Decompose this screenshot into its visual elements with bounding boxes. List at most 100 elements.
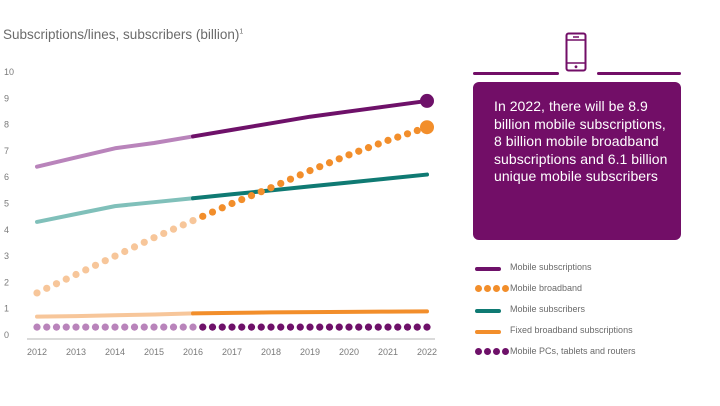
- series-dot-mobile-broadband: [62, 275, 70, 283]
- series-dot-mobile-broadband: [91, 261, 100, 269]
- series-dot-mobile-broadband: [355, 147, 363, 155]
- legend-swatch-line: [475, 309, 501, 313]
- series-end-marker-mobile-subscriptions: [420, 93, 434, 108]
- legend-label: Mobile subscriptions: [510, 262, 592, 272]
- legend-label: Mobile PCs, tablets and routers: [510, 346, 636, 356]
- series-dot-mobile-pcs-tablets-and-routers: [82, 323, 90, 331]
- title-footnote: 1: [239, 28, 244, 36]
- series-dot-mobile-pcs-tablets-and-routers: [140, 323, 148, 331]
- x-tick-label: 2018: [261, 347, 281, 357]
- series-dot-mobile-pcs-tablets-and-routers: [218, 323, 226, 331]
- series-dot-mobile-pcs-tablets-and-routers: [316, 323, 324, 331]
- series-dot-mobile-broadband: [150, 234, 158, 242]
- line-chart: 0 1 2 3 4 5 6 7 8 9 10 2012 2013 2014 2015 2016 2017 2018…: [4, 67, 437, 357]
- series-dot-mobile-broadband: [364, 144, 373, 152]
- series-dot-mobile-broadband: [413, 126, 421, 135]
- series-dot-mobile-broadband: [325, 159, 334, 167]
- series-dot-mobile-pcs-tablets-and-routers: [325, 323, 334, 331]
- series-dot-mobile-pcs-tablets-and-routers: [101, 323, 109, 331]
- series-dot-mobile-pcs-tablets-and-routers: [286, 323, 295, 331]
- legend-swatch-line: [475, 330, 501, 334]
- series-dot-mobile-broadband: [257, 188, 265, 196]
- series-dot-mobile-pcs-tablets-and-routers: [33, 323, 41, 331]
- callout-divider-right: [597, 72, 681, 75]
- series-dot-mobile-broadband: [33, 289, 41, 297]
- series-dot-mobile-pcs-tablets-and-routers: [257, 323, 265, 331]
- series-dot-mobile-broadband: [130, 243, 139, 251]
- smartphone-icon: [565, 32, 587, 72]
- series-dot-mobile-pcs-tablets-and-routers: [111, 323, 119, 331]
- series-line-forecast-mobile-subscribers: [191, 172, 429, 201]
- series-dot-mobile-pcs-tablets-and-routers: [247, 323, 256, 331]
- series-dot-mobile-broadband: [43, 284, 51, 292]
- series-dot-mobile-pcs-tablets-and-routers: [238, 323, 246, 331]
- series-dot-mobile-pcs-tablets-and-routers: [355, 323, 363, 331]
- series-dot-mobile-broadband: [189, 216, 197, 225]
- series-dot-mobile-broadband: [121, 247, 129, 256]
- series-dot-mobile-pcs-tablets-and-routers: [413, 323, 421, 331]
- x-tick-label: 2019: [300, 347, 320, 357]
- series-dot-mobile-pcs-tablets-and-routers: [394, 323, 402, 331]
- y-tick-label: 3: [4, 251, 9, 261]
- series-line-forecast-mobile-subscriptions: [191, 98, 429, 139]
- series-dot-mobile-pcs-tablets-and-routers: [335, 323, 343, 331]
- chart-title-text: Subscriptions/lines, subscribers (billio…: [3, 27, 240, 42]
- series-line-historical-mobile-subscribers: [35, 196, 195, 224]
- series-dot-mobile-pcs-tablets-and-routers: [160, 323, 168, 331]
- series-line-forecast-fixed-broadband-subscriptions: [191, 309, 429, 316]
- series-dot-mobile-pcs-tablets-and-routers: [277, 323, 285, 331]
- series-dot-mobile-broadband: [277, 179, 285, 188]
- series-dot-mobile-pcs-tablets-and-routers: [403, 323, 412, 331]
- series-dot-mobile-pcs-tablets-and-routers: [169, 323, 178, 331]
- series-dot-mobile-broadband: [101, 257, 109, 265]
- series-dot-mobile-pcs-tablets-and-routers: [208, 323, 217, 331]
- series-dot-mobile-pcs-tablets-and-routers: [423, 323, 431, 331]
- legend-swatch-dots: [475, 348, 509, 355]
- series-dot-mobile-broadband: [82, 266, 90, 274]
- series-dot-mobile-broadband: [238, 195, 246, 204]
- series-dot-mobile-broadband: [199, 212, 207, 220]
- y-tick-label: 1: [4, 304, 9, 314]
- series-dot-mobile-broadband: [218, 204, 226, 212]
- series-dot-mobile-broadband: [374, 140, 382, 148]
- series-dot-mobile-pcs-tablets-and-routers: [267, 323, 275, 331]
- y-tick-label: 6: [4, 172, 9, 182]
- series-dot-mobile-pcs-tablets-and-routers: [150, 323, 158, 331]
- x-tick-label: 2012: [27, 347, 47, 357]
- y-tick-label: 5: [4, 199, 9, 209]
- y-tick-label: 0: [4, 330, 9, 340]
- series-dot-mobile-pcs-tablets-and-routers: [121, 323, 129, 331]
- series-dot-mobile-pcs-tablets-and-routers: [179, 323, 187, 331]
- series-dot-mobile-broadband: [345, 151, 353, 159]
- series-dot-mobile-pcs-tablets-and-routers: [130, 323, 139, 331]
- series-dot-mobile-pcs-tablets-and-routers: [374, 323, 382, 331]
- series-dot-mobile-broadband: [384, 136, 392, 144]
- x-tick-label: 2020: [339, 347, 359, 357]
- x-tick-label: 2015: [144, 347, 164, 357]
- series-line-historical-fixed-broadband-subscriptions: [35, 311, 195, 319]
- y-tick-label: 8: [4, 120, 9, 130]
- legend-label: Mobile subscribers: [510, 304, 586, 314]
- series-dot-mobile-broadband: [403, 130, 412, 138]
- series-dot-mobile-pcs-tablets-and-routers: [62, 323, 70, 331]
- series-dot-mobile-broadband: [179, 221, 187, 229]
- series-dot-mobile-pcs-tablets-and-routers: [43, 323, 51, 331]
- series-dot-mobile-broadband: [52, 280, 61, 288]
- y-tick-label: 9: [4, 93, 9, 103]
- series-dot-mobile-pcs-tablets-and-routers: [91, 323, 100, 331]
- series-dot-mobile-broadband: [228, 199, 236, 208]
- series-end-marker-mobile-broadband: [420, 120, 434, 135]
- series-dot-mobile-broadband: [286, 175, 295, 183]
- x-tick-label: 2016: [183, 347, 203, 357]
- series-dot-mobile-broadband: [140, 238, 148, 246]
- series-dot-mobile-broadband: [247, 192, 256, 200]
- series-line-historical-mobile-subscriptions: [35, 134, 195, 169]
- series-dot-mobile-broadband: [306, 167, 314, 175]
- series-dot-mobile-broadband: [267, 184, 275, 192]
- legend-label: Fixed broadband subscriptions: [510, 325, 633, 335]
- series-dot-mobile-broadband: [335, 155, 343, 163]
- series-dot-mobile-broadband: [296, 171, 304, 179]
- series-dot-mobile-pcs-tablets-and-routers: [364, 323, 373, 331]
- x-tick-label: 2022: [417, 347, 437, 357]
- series-dot-mobile-pcs-tablets-and-routers: [189, 323, 197, 331]
